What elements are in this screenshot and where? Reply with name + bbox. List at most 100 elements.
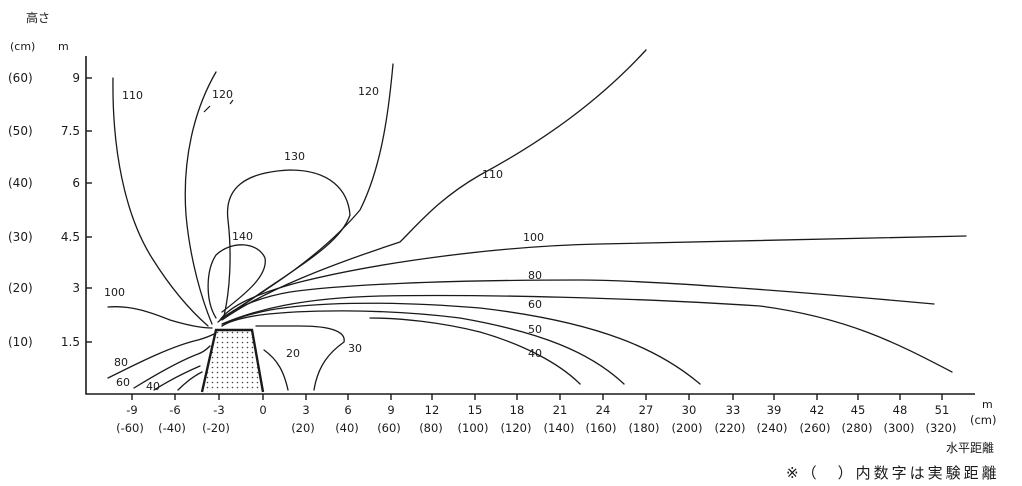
x-tick-label-cm: (40) [335, 421, 359, 435]
contour-40-left [153, 365, 201, 391]
y-tick-label-cm: (10) [8, 335, 33, 349]
contour-label: 80 [114, 356, 128, 369]
x-tick-label: 51 [935, 403, 950, 417]
x-tick-label: 0 [259, 403, 266, 417]
contour-label: 130 [284, 150, 305, 163]
x-tick-label: -6 [169, 403, 180, 417]
x-tick-label: 33 [726, 403, 741, 417]
y-tick-label: 4.5 [61, 230, 80, 244]
contour-label: 40 [146, 380, 160, 393]
contour-110-left [112, 77, 209, 327]
x-tick-label: 48 [893, 403, 908, 417]
contour-140 [207, 244, 266, 319]
x-tick-label-cm: (180) [629, 421, 660, 435]
contour-label: 140 [232, 230, 253, 243]
contour-label: 20 [286, 347, 300, 360]
x-tick-label: 42 [810, 403, 825, 417]
x-tick-label: 9 [387, 403, 394, 417]
y-tick-label: 9 [72, 71, 80, 85]
x-tick-label-cm: (160) [586, 421, 617, 435]
contour-50 [221, 302, 701, 385]
x-tick-label: -3 [213, 403, 224, 417]
x-tick-label-cm: (-60) [116, 421, 144, 435]
contour-80-left [107, 333, 215, 379]
contour-40 [221, 310, 625, 385]
x-axis-ticks: -9 -6 -3 0 3 6 9 12 15 18 21 24 27 30 33 39 42 45 48 51 (-60… [116, 394, 956, 435]
contour-label: 100 [104, 286, 125, 299]
contour-20-left [177, 371, 203, 391]
contour-label: 30 [348, 342, 362, 355]
contour-30 [255, 325, 345, 391]
x-tick-label-cm: (80) [419, 421, 443, 435]
x-tick-label-cm: (100) [458, 421, 489, 435]
y-units-cm: (cm) [10, 40, 35, 53]
x-tick-label-cm: (-40) [158, 421, 186, 435]
contour-label: 60 [116, 376, 130, 389]
x-tick-label: 12 [425, 403, 440, 417]
y-axis-title: 高さ [26, 10, 50, 25]
y-tick-label-cm: (50) [8, 124, 33, 138]
y-tick-label-cm: (20) [8, 281, 33, 295]
x-tick-label-cm: (120) [501, 421, 532, 435]
x-tick-label: 6 [344, 403, 351, 417]
x-tick-label-cm: (220) [715, 421, 746, 435]
contour-80 [217, 279, 935, 323]
contour-20 [263, 349, 289, 391]
x-tick-label: 24 [596, 403, 611, 417]
axes [85, 56, 975, 395]
y-axis-ticks: 1.5 (10) 3 (20) 4.5 (30) 6 (40) 7.5 (50) 9 (60) [8, 71, 92, 349]
y-tick-label-cm: (30) [8, 230, 33, 244]
y-tick-label: 1.5 [61, 335, 80, 349]
contour-120-left [184, 71, 217, 325]
x-tick-label: -9 [126, 403, 137, 417]
x-tick-label-cm: (200) [672, 421, 703, 435]
contour-label: 50 [528, 323, 542, 336]
contour-label: 80 [528, 269, 542, 282]
contour-100 [219, 235, 967, 321]
contour-60 [221, 294, 953, 373]
y-units-m: m [58, 40, 69, 53]
contour-label: 110 [122, 89, 143, 102]
contour-110-right [221, 49, 647, 321]
contour-130 [223, 169, 351, 317]
contour-label: 110 [482, 168, 503, 181]
contour-100-left [107, 306, 213, 329]
contour-label: 40 [528, 347, 542, 360]
contour-40-inner [369, 317, 581, 385]
obstacle [200, 328, 265, 393]
y-tick-label-cm: (40) [8, 176, 33, 190]
y-tick-label: 7.5 [61, 124, 80, 138]
x-tick-label: 3 [302, 403, 309, 417]
x-tick-label-cm: (240) [757, 421, 788, 435]
x-tick-label-cm: (140) [544, 421, 575, 435]
x-tick-label: 18 [510, 403, 525, 417]
y-tick-label: 3 [72, 281, 80, 295]
x-tick-label: 30 [682, 403, 697, 417]
contour-label: 60 [528, 298, 542, 311]
footnote: ※（ ）内数字は実験距離 [786, 464, 1000, 482]
contour-lines [107, 49, 967, 391]
contour-label: 120 [358, 85, 379, 98]
x-tick-label-cm: (20) [291, 421, 315, 435]
x-tick-label: 27 [639, 403, 654, 417]
mark [203, 105, 211, 113]
x-tick-label-cm: (320) [926, 421, 957, 435]
x-tick-label-cm: (260) [800, 421, 831, 435]
x-tick-label-cm: (-20) [202, 421, 230, 435]
contour-60-left [133, 345, 211, 389]
x-tick-label-cm: (280) [842, 421, 873, 435]
mark [229, 99, 234, 105]
x-units-cm: (cm) [970, 413, 997, 427]
x-tick-label-cm: (60) [377, 421, 401, 435]
x-tick-label: 39 [767, 403, 782, 417]
x-tick-label: 15 [468, 403, 483, 417]
x-tick-label: 21 [553, 403, 568, 417]
y-tick-label-cm: (60) [8, 71, 33, 85]
x-tick-label: 45 [851, 403, 866, 417]
contour-label: 100 [523, 231, 544, 244]
x-axis-title: 水平距離 [946, 441, 994, 455]
contour-labels: 110 120 120 130 140 110 100 100 80 80 60… [104, 85, 544, 393]
x-units-m: m [982, 398, 993, 411]
x-tick-label-cm: (300) [884, 421, 915, 435]
